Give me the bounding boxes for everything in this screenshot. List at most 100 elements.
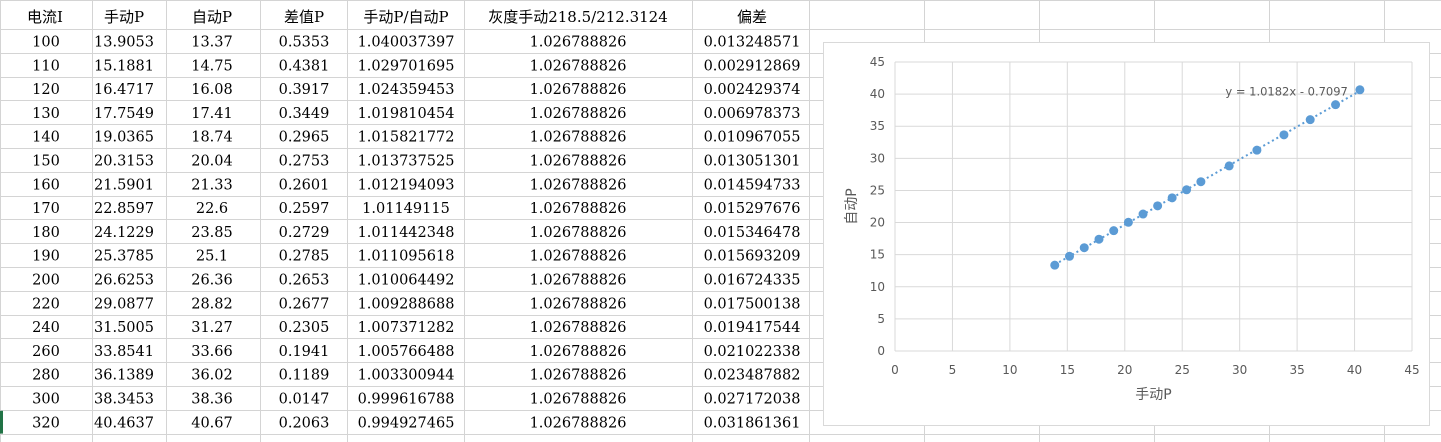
table-cell[interactable]: 20.04 — [191, 154, 233, 170]
table-cell[interactable]: 0.994927465 — [358, 415, 455, 431]
table-cell[interactable]: 0.021022338 — [704, 344, 801, 360]
table-cell[interactable]: 17.41 — [191, 106, 233, 122]
data-point[interactable] — [1355, 85, 1365, 95]
table-cell[interactable]: 0.1941 — [279, 344, 330, 360]
table-cell[interactable]: 40.67 — [191, 415, 233, 431]
data-point[interactable] — [1279, 130, 1289, 140]
table-cell[interactable]: 110 — [32, 58, 60, 74]
table-cell[interactable]: 280 — [32, 368, 60, 384]
table-cell[interactable]: 24.1229 — [94, 225, 154, 241]
table-cell[interactable]: 1.026788826 — [530, 273, 627, 289]
table-cell[interactable]: 0.999616788 — [358, 392, 455, 408]
table-cell[interactable]: 15.1881 — [94, 58, 154, 74]
table-cell[interactable]: 1.040037397 — [358, 35, 455, 51]
table-cell[interactable]: 0.2677 — [279, 296, 330, 312]
table-cell[interactable]: 100 — [32, 35, 60, 51]
table-cell[interactable]: 17.7549 — [94, 106, 154, 122]
data-point[interactable] — [1050, 260, 1060, 270]
table-cell[interactable]: 1.029701695 — [358, 58, 455, 74]
table-cell[interactable]: 1.005766488 — [358, 344, 455, 360]
header-cell[interactable]: 电流I — [27, 8, 63, 26]
table-cell[interactable]: 1.024359453 — [358, 82, 455, 98]
table-cell[interactable]: 0.2965 — [279, 130, 330, 146]
data-point[interactable] — [1153, 201, 1163, 211]
table-cell[interactable]: 38.36 — [191, 392, 233, 408]
table-cell[interactable]: 0.2753 — [279, 154, 330, 170]
table-cell[interactable]: 1.026788826 — [530, 82, 627, 98]
table-cell[interactable]: 1.015821772 — [358, 130, 455, 146]
table-cell[interactable]: 1.009288688 — [358, 296, 455, 312]
table-cell[interactable]: 0.3917 — [279, 82, 330, 98]
table-cell[interactable]: 25.3785 — [94, 249, 154, 265]
table-cell[interactable]: 140 — [32, 130, 60, 146]
table-cell[interactable]: 1.026788826 — [530, 35, 627, 51]
table-cell[interactable]: 180 — [32, 225, 60, 241]
table-cell[interactable]: 0.014594733 — [704, 177, 801, 193]
table-cell[interactable]: 1.010064492 — [358, 273, 455, 289]
data-point[interactable] — [1138, 209, 1148, 219]
table-cell[interactable]: 0.017500138 — [704, 296, 801, 312]
table-cell[interactable]: 18.74 — [191, 130, 233, 146]
table-cell[interactable]: 260 — [32, 344, 60, 360]
data-point[interactable] — [1196, 177, 1206, 187]
table-cell[interactable]: 1.026788826 — [530, 415, 627, 431]
table-cell[interactable]: 28.82 — [191, 296, 233, 312]
table-cell[interactable]: 0.019417544 — [704, 320, 801, 336]
table-cell[interactable]: 0.2063 — [279, 415, 330, 431]
table-cell[interactable]: 0.013051301 — [704, 154, 801, 170]
table-cell[interactable]: 1.026788826 — [530, 201, 627, 217]
table-cell[interactable]: 0.5353 — [279, 35, 330, 51]
table-cell[interactable]: 1.007371282 — [358, 320, 455, 336]
header-cell[interactable]: 灰度手动218.5/212.3124 — [488, 8, 668, 26]
table-cell[interactable]: 320 — [32, 415, 60, 431]
table-cell[interactable]: 1.026788826 — [530, 106, 627, 122]
data-point[interactable] — [1331, 100, 1341, 110]
table-cell[interactable]: 190 — [32, 249, 60, 265]
table-cell[interactable]: 0.031861361 — [704, 415, 801, 431]
data-point[interactable] — [1167, 193, 1177, 203]
table-cell[interactable]: 23.85 — [191, 225, 233, 241]
table-cell[interactable]: 1.026788826 — [530, 320, 627, 336]
data-point[interactable] — [1094, 234, 1104, 244]
table-cell[interactable]: 21.33 — [191, 177, 233, 193]
table-cell[interactable]: 26.6253 — [94, 273, 154, 289]
table-cell[interactable]: 0.006978373 — [704, 106, 801, 122]
table-cell[interactable]: 19.0365 — [94, 130, 154, 146]
table-cell[interactable]: 33.8541 — [94, 344, 154, 360]
table-cell[interactable]: 0.015297676 — [704, 201, 801, 217]
table-cell[interactable]: 1.003300944 — [358, 368, 455, 384]
table-cell[interactable]: 1.026788826 — [530, 368, 627, 384]
table-cell[interactable]: 1.026788826 — [530, 296, 627, 312]
data-point[interactable] — [1224, 161, 1234, 171]
table-cell[interactable]: 1.013737525 — [358, 154, 455, 170]
data-point[interactable] — [1123, 217, 1133, 227]
table-cell[interactable]: 170 — [32, 201, 60, 217]
table-cell[interactable]: 1.01149115 — [362, 201, 450, 217]
table-cell[interactable]: 200 — [32, 273, 60, 289]
table-cell[interactable]: 0.2653 — [279, 273, 330, 289]
table-cell[interactable]: 0.2601 — [279, 177, 330, 193]
data-point[interactable] — [1305, 115, 1315, 125]
table-cell[interactable]: 1.026788826 — [530, 225, 627, 241]
table-cell[interactable]: 300 — [32, 392, 60, 408]
table-cell[interactable]: 0.0147 — [279, 392, 330, 408]
table-cell[interactable]: 1.019810454 — [358, 106, 455, 122]
table-cell[interactable]: 40.4637 — [94, 415, 154, 431]
table-cell[interactable]: 31.27 — [191, 320, 233, 336]
table-cell[interactable]: 26.36 — [191, 273, 233, 289]
table-cell[interactable]: 0.2597 — [279, 201, 330, 217]
table-cell[interactable]: 0.002429374 — [704, 82, 801, 98]
scatter-chart[interactable]: 0 5 10 15 20 25 30 35 40 45 0 5 10 15 20 25 30 35 40 45 手动P 自… — [823, 42, 1430, 426]
table-cell[interactable]: 36.1389 — [94, 368, 154, 384]
table-cell[interactable]: 0.4381 — [279, 58, 330, 74]
table-cell[interactable]: 25.1 — [196, 249, 228, 265]
table-cell[interactable]: 36.02 — [191, 368, 233, 384]
table-cell[interactable]: 1.026788826 — [530, 344, 627, 360]
table-cell[interactable]: 29.0877 — [94, 296, 154, 312]
table-cell[interactable]: 160 — [32, 177, 60, 193]
data-point[interactable] — [1079, 243, 1089, 253]
table-cell[interactable]: 0.023487882 — [704, 368, 801, 384]
table-cell[interactable]: 1.026788826 — [530, 249, 627, 265]
table-cell[interactable]: 130 — [32, 106, 60, 122]
data-point[interactable] — [1109, 226, 1119, 236]
